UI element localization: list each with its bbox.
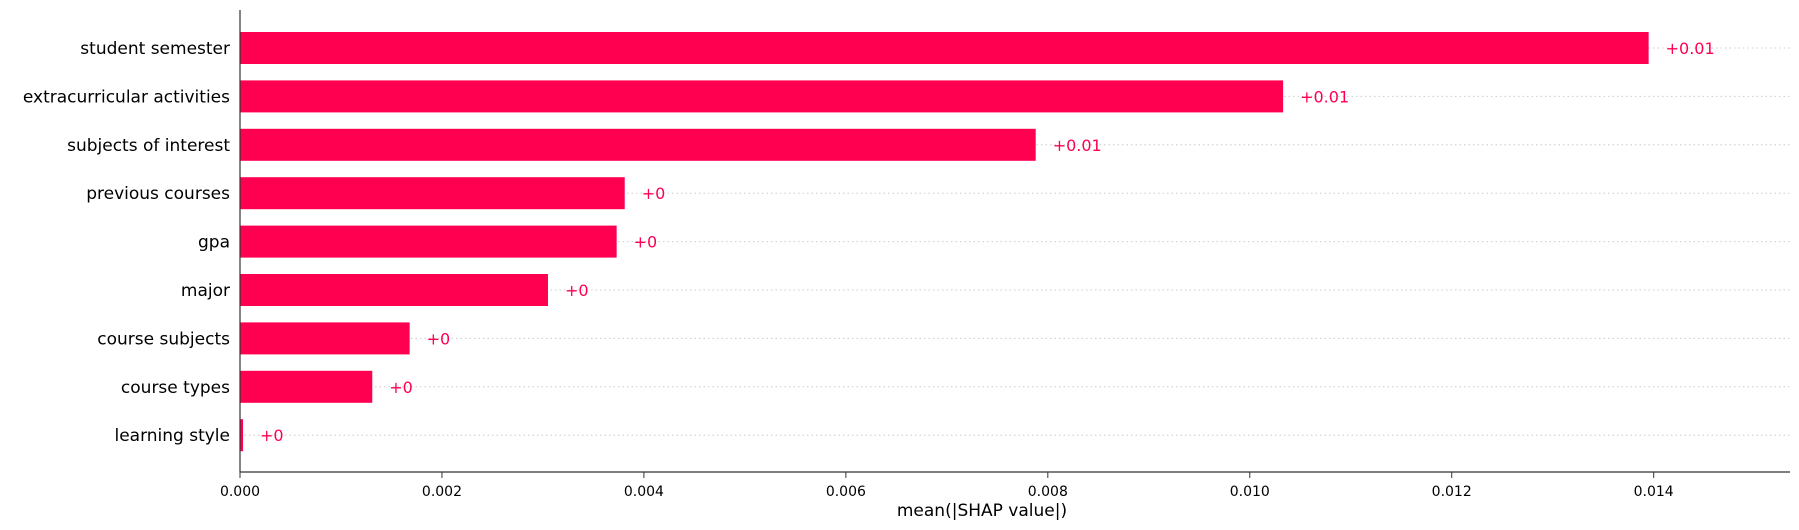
x-tick-label: 0.014 <box>1634 484 1674 500</box>
bar <box>240 177 625 210</box>
category-label: gpa <box>198 233 230 253</box>
bar <box>240 32 1649 64</box>
x-tick-label: 0.012 <box>1432 484 1472 500</box>
bar-value-label: +0 <box>642 184 666 203</box>
bar-value-label: +0.01 <box>1053 136 1102 155</box>
x-tick-label: 0.002 <box>422 484 462 500</box>
category-label: previous courses <box>86 184 230 204</box>
bar-value-label: +0.01 <box>1666 39 1715 58</box>
bar-value-label: +0 <box>389 378 413 397</box>
bar-value-label: +0 <box>565 281 589 300</box>
x-tick-label: 0.008 <box>1028 484 1068 500</box>
x-axis-title: mean(|SHAP value|) <box>897 501 1067 521</box>
bar-value-label: +0 <box>634 233 658 252</box>
category-labels: student semester extracurricular activiti… <box>23 39 230 446</box>
category-label: student semester <box>80 39 230 59</box>
bar <box>240 370 373 403</box>
x-tick-label: 0.004 <box>624 484 664 500</box>
x-tick-label: 0.010 <box>1230 484 1270 500</box>
bar-value-label: +0 <box>427 329 451 348</box>
bar-value-label: +0.01 <box>1300 87 1349 106</box>
bar <box>240 128 1036 161</box>
bar <box>240 225 617 258</box>
bar <box>240 322 410 355</box>
bar <box>240 274 548 306</box>
bar <box>240 419 244 452</box>
value-labels: +0.01 +0.01 +0.01 +0 +0 +0 +0 +0 +0 <box>260 39 1715 445</box>
x-tick-label: 0.006 <box>826 484 866 500</box>
category-label: course types <box>121 378 230 398</box>
bar-value-label: +0 <box>260 426 284 445</box>
bar-series <box>240 32 1649 452</box>
category-label: learning style <box>114 426 230 446</box>
bar <box>240 80 1284 113</box>
category-label: major <box>181 281 230 301</box>
category-label: extracurricular activities <box>23 87 230 107</box>
x-tick-label: 0.000 <box>220 484 260 500</box>
category-label: subjects of interest <box>67 136 230 156</box>
x-axis-ticks: 0.000 0.002 0.004 0.006 0.008 0.010 0.012 0.014 <box>220 472 1674 500</box>
category-label: course subjects <box>97 329 230 349</box>
